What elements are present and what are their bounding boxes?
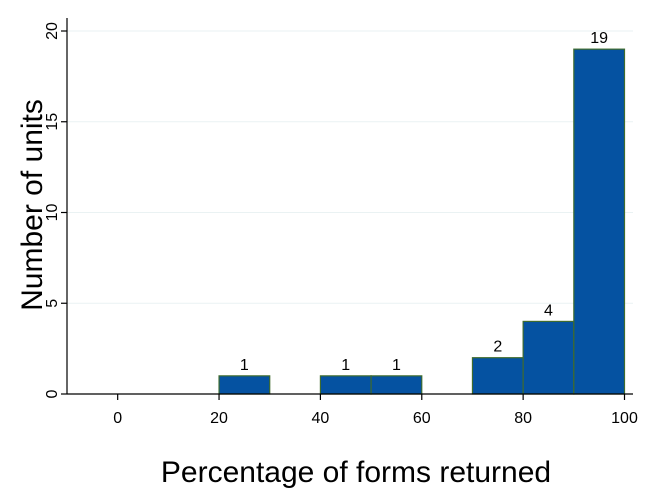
y-tick-label: 5	[44, 299, 61, 308]
bar-value-label: 19	[590, 30, 608, 47]
y-tick-label: 0	[44, 389, 61, 398]
x-tick-label: 0	[113, 410, 122, 427]
y-tick-label: 15	[44, 113, 61, 131]
x-axis-title: Percentage of forms returned	[161, 456, 551, 489]
axes	[66, 18, 633, 395]
y-axis-ticks: 0 5 10 15 20	[44, 22, 67, 398]
x-tick-label: 60	[413, 410, 431, 427]
histogram-bar	[319, 375, 372, 395]
bar-data-labels: 1 1 1 2 4 19	[240, 30, 608, 374]
x-tick-label: 80	[514, 410, 532, 427]
x-tick-label: 100	[611, 410, 638, 427]
bar-value-label: 4	[544, 302, 553, 319]
bar-value-label: 1	[392, 357, 401, 374]
x-tick-label: 40	[312, 410, 330, 427]
histogram-bar	[471, 357, 524, 395]
y-tick-label: 20	[44, 22, 61, 40]
y-tick-label: 10	[44, 204, 61, 222]
histogram-bar	[573, 48, 626, 395]
x-tick-label: 20	[210, 410, 228, 427]
histogram-bar	[370, 375, 423, 395]
bar-value-label: 1	[240, 357, 249, 374]
bar-value-label: 1	[341, 357, 350, 374]
y-axis-title: Number of units	[16, 99, 49, 311]
x-axis-ticks: 0 20 40 60 80 100	[113, 394, 638, 427]
bars	[218, 48, 626, 395]
bar-value-label: 2	[493, 339, 502, 356]
gridlines	[67, 30, 633, 304]
histogram-bar	[522, 320, 575, 395]
histogram-bar	[218, 375, 271, 395]
